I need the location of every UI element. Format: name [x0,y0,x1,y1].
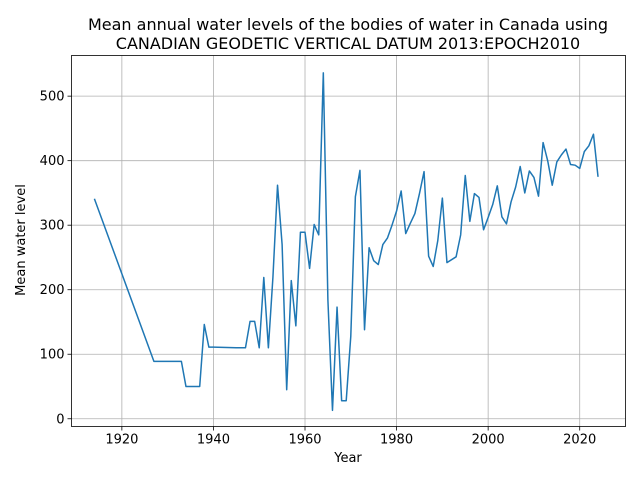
axis-ticks: 1920 1940 1960 1980 2000 2020 0 100 200 300 400 500 [40,90,597,448]
x-tick-label: 2000 [472,433,505,448]
grid [71,55,626,427]
y-tick-label: 100 [40,348,65,363]
x-tick-label: 1960 [288,433,321,448]
y-tick-label: 300 [40,219,65,234]
chart-title-line-1: Mean annual water levels of the bodies o… [88,15,608,34]
x-tick-label: 1920 [105,433,138,448]
x-tick-label: 1980 [380,433,413,448]
y-tick-label: 400 [40,154,65,169]
x-axis-label: Year [333,451,362,466]
x-tick-label: 2020 [563,433,596,448]
y-tick-label: 500 [40,90,65,105]
y-tick-label: 0 [56,412,64,427]
y-axis-label: Mean water level [14,184,29,296]
x-tick-label: 1940 [197,433,230,448]
water-level-series-line [93,72,599,412]
chart-title-line-2: CANADIAN GEODETIC VERTICAL DATUM 2013:EP… [116,34,580,53]
plot-frame [71,55,626,427]
y-tick-label: 200 [40,283,65,298]
series-layer [93,72,599,412]
